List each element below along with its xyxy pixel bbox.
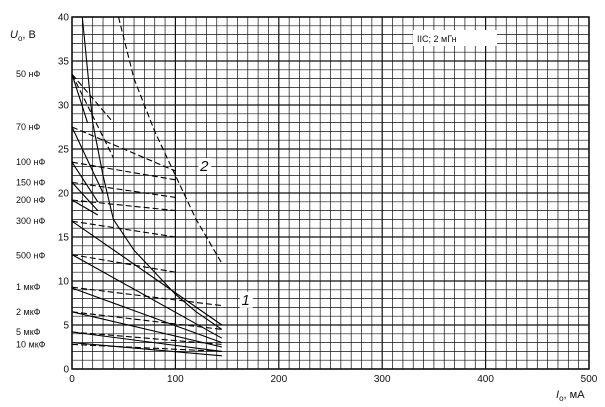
annotation-box: IIC; 2 мГн: [413, 30, 497, 46]
capacitance-label: 100 нФ: [16, 157, 45, 167]
dashed-curve: [71, 126, 176, 172]
y-tick-label: 35: [58, 57, 70, 68]
capacitance-label: 1 мкФ: [16, 282, 41, 292]
dashed-curve: [71, 286, 222, 307]
x-axis-unit: , мА: [564, 389, 586, 401]
y-tick-label: 5: [63, 321, 69, 332]
solid-curve: [71, 342, 222, 357]
capacitance-label: 2 мкФ: [16, 307, 41, 317]
x-axis-subscript: o: [559, 394, 564, 403]
capacitance-label: 50 нФ: [16, 69, 40, 79]
annotation: IIC; 2 мГн: [417, 34, 457, 44]
dashed-curve: [71, 73, 114, 123]
solid-curve: [71, 74, 89, 123]
solid-curve: [71, 331, 222, 352]
dashed-curve: [71, 331, 222, 345]
x-axis-title: Io, мА: [556, 389, 585, 403]
solid-curve: [71, 126, 104, 194]
dashed-curve: [117, 16, 223, 264]
y-tick-label: 15: [58, 233, 70, 244]
capacitance-label: 500 нФ: [16, 250, 45, 260]
curve-tags: 21: [198, 158, 253, 309]
y-axis-unit: , В: [22, 29, 35, 41]
y-axis-subscript: o: [18, 34, 23, 43]
capacitance-label: 70 нФ: [16, 122, 40, 132]
dashed-curve: [71, 73, 114, 159]
dashed-curve: [71, 343, 222, 352]
capacitance-label: 200 нФ: [16, 195, 45, 205]
y-tick-label: 40: [58, 13, 70, 24]
x-tick-label: 100: [167, 374, 184, 385]
capacitance-label: 10 мкФ: [16, 339, 46, 349]
capacitance-label: 300 нФ: [16, 216, 45, 226]
y-tick-label: 10: [58, 277, 70, 288]
solid-curve: [81, 16, 223, 330]
solid-curve: [71, 182, 99, 211]
plot-frame: [71, 16, 590, 370]
solid-curve: [71, 311, 223, 348]
x-tick-label: 0: [69, 374, 75, 385]
x-tick-label: 300: [374, 374, 391, 385]
dashed-curve: [71, 311, 222, 330]
x-axis-symbol: I: [556, 389, 559, 401]
solid-curve: [71, 287, 223, 344]
x-tick-label: 500: [581, 374, 598, 385]
y-axis-symbol: U: [10, 29, 18, 41]
solid-curve: [71, 220, 223, 326]
solid-curve: [71, 199, 99, 216]
x-tick-labels: 0 100 200 300 400 500: [69, 374, 598, 385]
capacitance-labels: 50 нФ 70 нФ 100 нФ 150 нФ 200 нФ 300 нФ 500 нФ…: [16, 69, 46, 349]
annotation-background: [413, 30, 497, 46]
solid-curve: [71, 161, 99, 203]
y-tick-labels: 0 5 10 15 20 25 30 35 40: [58, 13, 70, 376]
curve-tag: 2: [199, 158, 209, 175]
y-axis-title: Uo, В: [10, 29, 36, 43]
grid: [71, 16, 590, 370]
capacitance-label: 150 нФ: [16, 177, 45, 187]
x-tick-label: 400: [477, 374, 494, 385]
series-lines: [71, 16, 223, 357]
y-tick-label: 0: [63, 365, 69, 376]
curve-tag-background: [239, 291, 253, 308]
capacitance-label: 5 мкФ: [16, 327, 41, 337]
x-tick-label: 200: [270, 374, 287, 385]
dashed-curve: [71, 199, 176, 212]
curve-tag-background: [198, 158, 212, 174]
y-tick-label: 25: [58, 145, 70, 156]
y-tick-label: 20: [58, 189, 70, 200]
y-tick-label: 30: [58, 101, 70, 112]
curve-tag: 1: [242, 292, 250, 309]
